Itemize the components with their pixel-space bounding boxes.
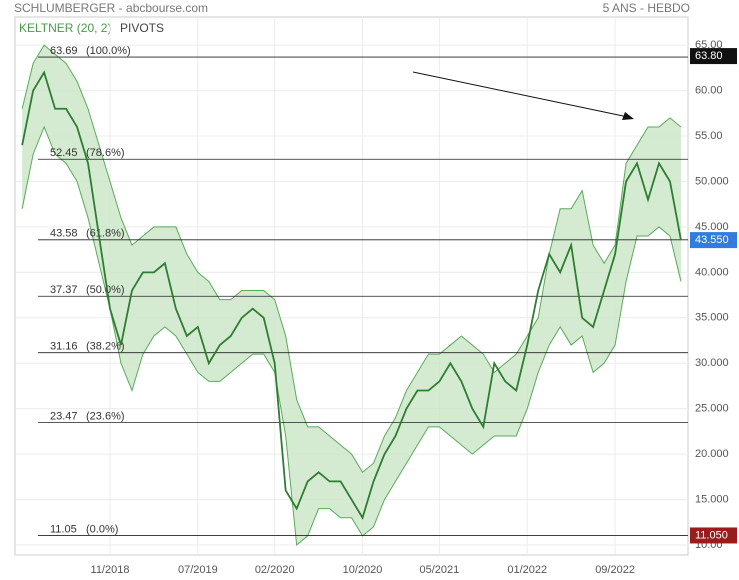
x-tick-label: 02/2020 — [255, 564, 295, 576]
period: 5 ANS - HEBDO — [603, 1, 690, 15]
pivot-value: 37.37 — [50, 284, 78, 296]
pivot-percent: (0.0%) — [86, 523, 118, 535]
pivot-value: 52.45 — [50, 147, 78, 159]
y-tick-label: 45.000 — [695, 221, 729, 233]
price-tag — [690, 232, 737, 249]
arrow-line — [412, 71, 629, 118]
pivot-percent: (23.6%) — [86, 410, 125, 422]
pivot-percent: (78.6%) — [86, 147, 125, 159]
pivot-value: 63.69 — [50, 45, 78, 57]
price-tag-label: 11.050 — [695, 529, 728, 541]
pivot-percent: (50.0%) — [86, 284, 125, 296]
keltner-fill — [22, 45, 681, 546]
y-tick-label: 35.000 — [695, 312, 729, 324]
y-tick-label: 60.00 — [695, 85, 723, 97]
plot-frame — [14, 16, 689, 556]
pivot-percent: (38.2%) — [86, 341, 125, 353]
price-tag — [690, 527, 737, 544]
price-line — [21, 70, 682, 520]
price-tag — [690, 48, 737, 65]
pivot-value: 43.58 — [50, 228, 78, 240]
pivot-value: 31.16 — [50, 341, 78, 353]
y-tick-label: 20.000 — [695, 448, 729, 460]
y-tick-label: 25.000 — [695, 403, 729, 415]
keltner-legend[interactable]: KELTNER (20, 2) — [19, 21, 111, 35]
x-tick-label: 05/2021 — [420, 564, 460, 576]
x-tick-label: 01/2022 — [507, 564, 547, 576]
pivot-value: 23.47 — [50, 410, 78, 422]
price-tag-label: 63.80 — [695, 50, 723, 62]
keltner-lower — [21, 125, 682, 546]
chart-title: SCHLUMBERGER - abcbourse.com — [14, 1, 208, 15]
y-tick-label: 30.000 — [695, 357, 729, 369]
pivot-percent: (100.0%) — [86, 45, 131, 57]
pivot-value: 11.05 — [50, 523, 77, 535]
x-tick-label: 09/2022 — [595, 564, 635, 576]
x-tick-label: 10/2020 — [343, 564, 383, 576]
y-tick-label: 15.000 — [695, 493, 729, 505]
y-tick-label: 50.000 — [695, 175, 729, 187]
price-tag-label: 43.550 — [695, 234, 729, 246]
plot: 63.69 (100.0%) 52.45 (78.6%) 43.58 (61.8%) 37.… — [15, 17, 688, 555]
y-tick-label: 55.00 — [695, 130, 723, 142]
arrow-head — [622, 112, 634, 120]
keltner-upper — [21, 44, 682, 474]
annotation-arrow — [412, 71, 634, 120]
y-tick-label: 40.000 — [695, 266, 729, 278]
x-tick-label: 07/2019 — [178, 564, 218, 576]
pivots-legend[interactable]: PIVOTS — [120, 21, 164, 35]
x-tick-label: 11/2018 — [91, 564, 130, 576]
pivot-percent: (61.8%) — [86, 228, 125, 240]
